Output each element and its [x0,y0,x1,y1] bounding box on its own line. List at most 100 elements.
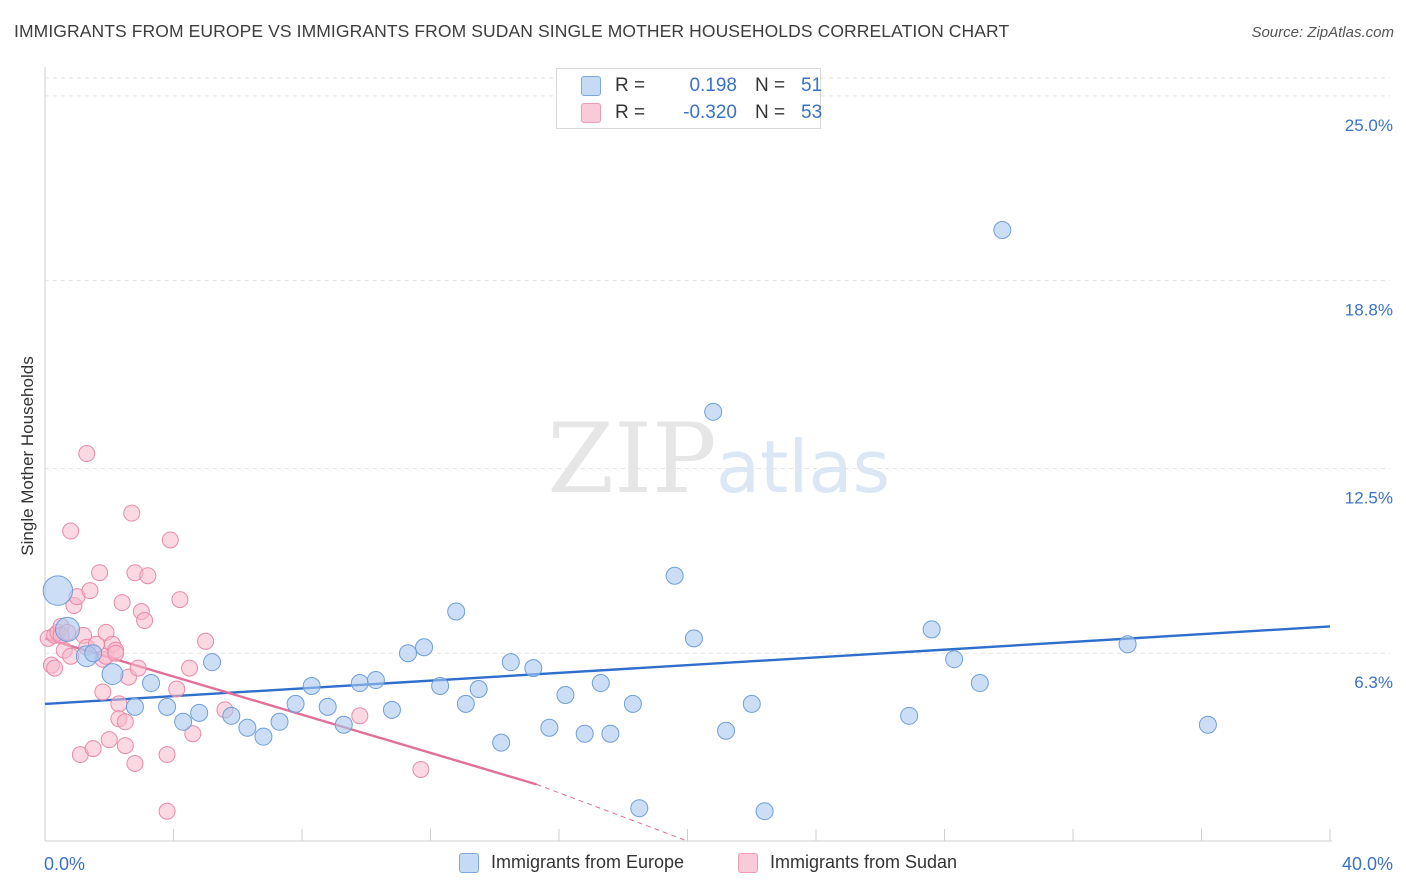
watermark: ZIP atlas [547,403,890,515]
sudan-point [62,522,80,540]
legend-item-sudan: Immigrants from Sudan [738,852,957,873]
europe-point [190,703,209,722]
legend-sudan-swatch [738,852,758,873]
europe-point [270,712,289,731]
europe-point [556,685,575,704]
europe-point [366,671,385,690]
europe-point [318,697,337,716]
europe-point [125,697,144,716]
europe-point [101,663,124,686]
tick-labels: 6.3% 12.5% 18.8% 25.0% 0.0% 40.0% [44,116,1393,874]
sudan-point [412,760,430,778]
series-legend: Immigrants from Europe Immigrants from S… [0,852,1406,876]
europe-point [142,674,161,693]
watermark-atlas: atlas [716,425,890,509]
europe-point [382,700,401,719]
sudan-n-value: 53 [801,102,823,123]
europe-point [431,677,450,696]
y-axis-label: Single Mother Households [18,356,37,556]
europe-point [900,706,919,725]
sudan-point [136,611,154,629]
sudan-point [168,680,186,698]
gridlines [45,77,1390,654]
europe-point [447,602,466,621]
europe-r-label: R = [615,75,646,96]
sudan-point [91,564,109,582]
sudan-point [158,746,176,764]
sudan-point [139,567,157,585]
sudan-point [123,504,141,522]
europe-point [630,799,649,818]
europe-point [591,674,610,693]
europe-point [970,674,989,693]
europe-point [54,616,81,642]
legend-sudan-label: Immigrants from Sudan [770,852,958,872]
sudan-point [110,695,128,713]
sudan-point [171,591,189,609]
sudan-point [126,755,144,773]
sudan-point [78,445,96,463]
sudan-point [113,594,131,612]
europe-point [238,718,257,737]
legend-europe-swatch [459,852,479,873]
y-tick-label: 6.3% [1354,673,1393,692]
chart-title: IMMIGRANTS FROM EUROPE VS IMMIGRANTS FRO… [14,21,1010,41]
sudan-point [161,531,179,549]
europe-point [334,715,353,734]
correlation-legend: R = 0.198 N = 51 R = -0.320 N = 53 [556,68,823,129]
sudan-n-label: N = [755,102,786,123]
sudan-swatch [581,103,601,123]
sudan-point [46,659,64,677]
europe-point [742,694,761,713]
europe-point [524,659,543,678]
sudan-point [116,737,134,755]
sudan-point [184,725,202,743]
sudan-r-value: -0.320 [683,102,737,123]
europe-point [302,677,321,696]
europe-point [415,638,434,657]
sudan-point [94,683,112,701]
europe-n-label: N = [755,75,786,96]
europe-point [350,674,369,693]
europe-point [501,653,520,672]
europe-r-value: 0.198 [689,75,737,96]
europe-point [158,697,177,716]
europe-point [601,724,620,743]
europe-point [684,629,703,648]
axes [44,67,1332,842]
europe-point [222,706,241,725]
europe-point [540,718,559,737]
europe-point [1198,715,1217,734]
europe-point [717,721,736,740]
europe-point [575,724,594,743]
y-tick-label: 12.5% [1345,488,1393,507]
sudan-point [158,802,176,820]
europe-point [665,566,684,585]
sudan-point [116,713,134,731]
europe-point [945,650,964,669]
europe-point [922,620,941,639]
europe-point [174,712,193,731]
europe-point [704,402,723,421]
europe-point [492,733,511,752]
sudan-point [181,659,199,677]
europe-point [203,653,222,672]
europe-point [623,694,642,713]
europe-n-value: 51 [801,75,823,96]
europe-point [469,679,488,698]
europe-points [42,221,1217,821]
sudan-point [84,740,102,758]
sudan-point [107,644,125,662]
sudan-point [129,659,147,677]
legend-row-europe: R = 0.198 N = 51 [581,74,822,98]
x-tick-label-max: 40.0% [1342,854,1393,874]
legend-europe-label: Immigrants from Europe [491,852,685,872]
europe-point [993,221,1012,240]
sudan-point [81,582,99,600]
europe-swatch [581,76,601,96]
europe-point [399,644,418,663]
trend-lines [44,625,1331,842]
sudan-point [351,707,369,725]
europe-point [456,694,475,713]
watermark-zip: ZIP [547,403,716,515]
